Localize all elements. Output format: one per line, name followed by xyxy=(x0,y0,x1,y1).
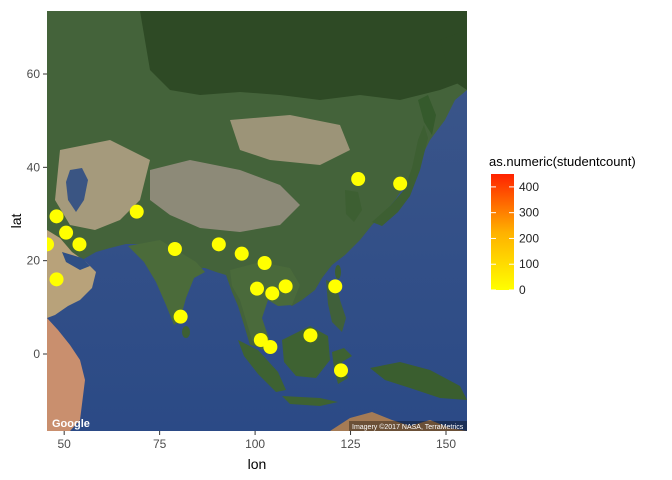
land-korea xyxy=(345,190,362,222)
legend-label: 100 xyxy=(519,257,539,271)
color-legend: as.numeric(studentcount) 400 300 200 100 0 xyxy=(489,154,636,297)
student-location-point xyxy=(334,363,348,378)
student-location-point xyxy=(328,279,343,294)
y-tick-label: 0 xyxy=(33,347,40,361)
water-caspian xyxy=(66,168,88,212)
water-persian-gulf xyxy=(62,252,90,270)
land-india xyxy=(128,240,205,325)
y-tick-label: 40 xyxy=(27,160,41,174)
student-location-point xyxy=(59,225,74,240)
land-new-guinea xyxy=(370,362,467,400)
land-gobi xyxy=(230,115,350,165)
google-logo: Google xyxy=(52,418,90,430)
land-borneo xyxy=(282,326,330,378)
student-location-point xyxy=(265,286,280,301)
x-axis: 50 75 100 125 150 xyxy=(58,431,456,451)
student-location-point xyxy=(234,246,249,261)
land-philippines xyxy=(326,280,346,332)
student-location-point xyxy=(211,237,226,252)
attribution-background xyxy=(349,421,467,431)
x-tick-label: 150 xyxy=(436,437,456,451)
student-location-point xyxy=(49,272,64,287)
student-location-point xyxy=(351,172,366,186)
land-sakhalin-hokkaido xyxy=(418,95,436,135)
land-tibet xyxy=(150,160,300,232)
legend-label: 400 xyxy=(519,180,539,194)
y-axis-title: lat xyxy=(8,214,24,229)
legend-colorbar xyxy=(491,174,514,290)
land-taiwan xyxy=(335,265,341,279)
land-africa xyxy=(47,318,85,431)
x-tick-label: 75 xyxy=(153,437,167,451)
land-java xyxy=(282,396,338,406)
land-australia xyxy=(330,412,467,431)
student-location-point xyxy=(47,237,54,252)
legend-title: as.numeric(studentcount) xyxy=(489,154,636,169)
student-location-point xyxy=(129,204,144,219)
student-location-point xyxy=(49,209,64,224)
student-location-point xyxy=(257,256,272,270)
land-japan xyxy=(372,125,428,226)
student-location-point xyxy=(250,281,264,296)
y-tick-label: 20 xyxy=(27,254,41,268)
map-attribution: Imagery ©2017 NASA, TerraMetrics xyxy=(352,423,464,431)
y-axis: 0 20 40 60 xyxy=(27,67,47,361)
land-sumatra xyxy=(238,340,286,392)
student-count-points xyxy=(47,172,408,378)
land-siberia xyxy=(140,11,467,100)
legend-label: 300 xyxy=(519,206,539,220)
legend-ticks: 400 300 200 100 0 xyxy=(491,180,539,297)
land-arabia xyxy=(47,230,96,318)
legend-label: 200 xyxy=(519,231,539,245)
x-tick-label: 100 xyxy=(245,437,265,451)
student-location-point xyxy=(303,328,318,343)
student-location-point xyxy=(278,279,293,294)
legend-label: 0 xyxy=(519,283,526,297)
student-location-point xyxy=(173,309,188,324)
x-tick-label: 50 xyxy=(58,437,72,451)
student-location-point xyxy=(263,340,278,354)
y-tick-label: 60 xyxy=(27,67,41,81)
land-sri-lanka xyxy=(182,326,190,338)
student-location-point xyxy=(167,242,182,256)
x-axis-title: lon xyxy=(248,456,267,472)
x-tick-label: 125 xyxy=(341,437,361,451)
satellite-map-panel: Google Imagery ©2017 NASA, TerraMetrics xyxy=(47,11,467,431)
student-location-point xyxy=(72,237,87,252)
land-kamchatka xyxy=(440,30,467,90)
student-location-point xyxy=(393,176,408,191)
